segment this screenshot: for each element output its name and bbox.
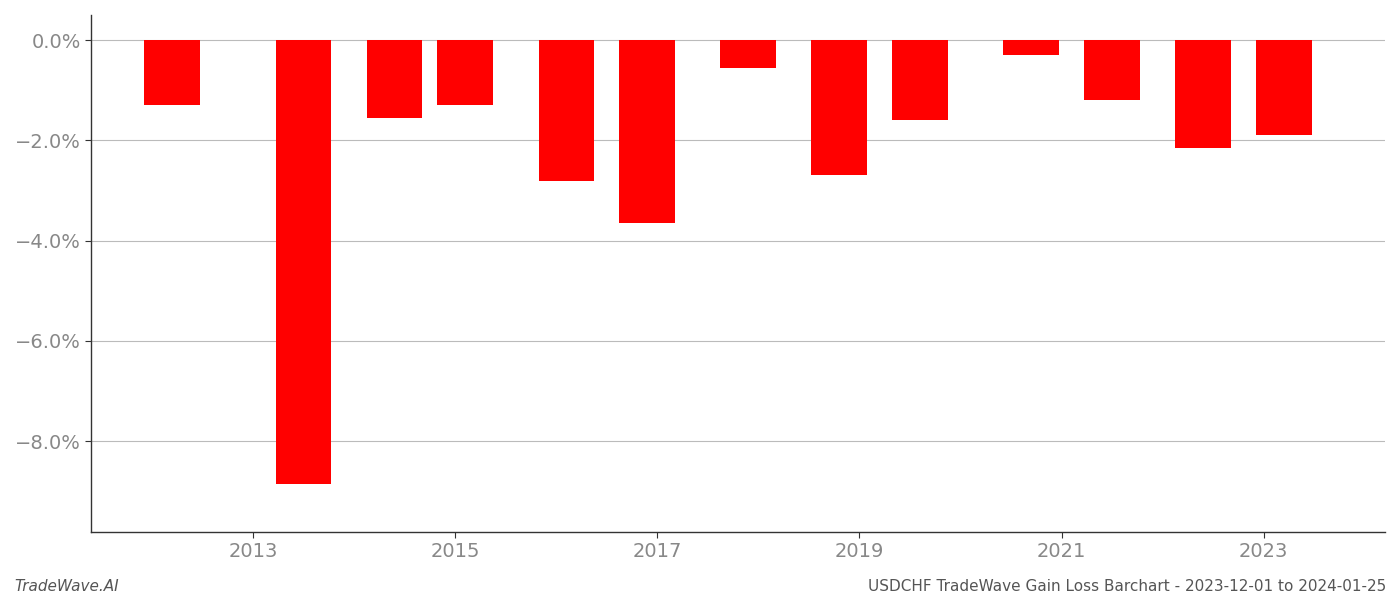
Text: TradeWave.AI: TradeWave.AI [14, 579, 119, 594]
Bar [721, 40, 776, 68]
Bar [1256, 40, 1312, 136]
Bar [437, 40, 493, 105]
Bar [892, 40, 948, 121]
Bar [276, 40, 332, 484]
Bar [1085, 40, 1140, 100]
Bar [619, 40, 675, 223]
Text: USDCHF TradeWave Gain Loss Barchart - 2023-12-01 to 2024-01-25: USDCHF TradeWave Gain Loss Barchart - 20… [868, 579, 1386, 594]
Bar [812, 40, 867, 175]
Bar [144, 40, 200, 105]
Bar [367, 40, 423, 118]
Bar [1004, 40, 1058, 55]
Bar [1175, 40, 1231, 148]
Bar [539, 40, 594, 181]
